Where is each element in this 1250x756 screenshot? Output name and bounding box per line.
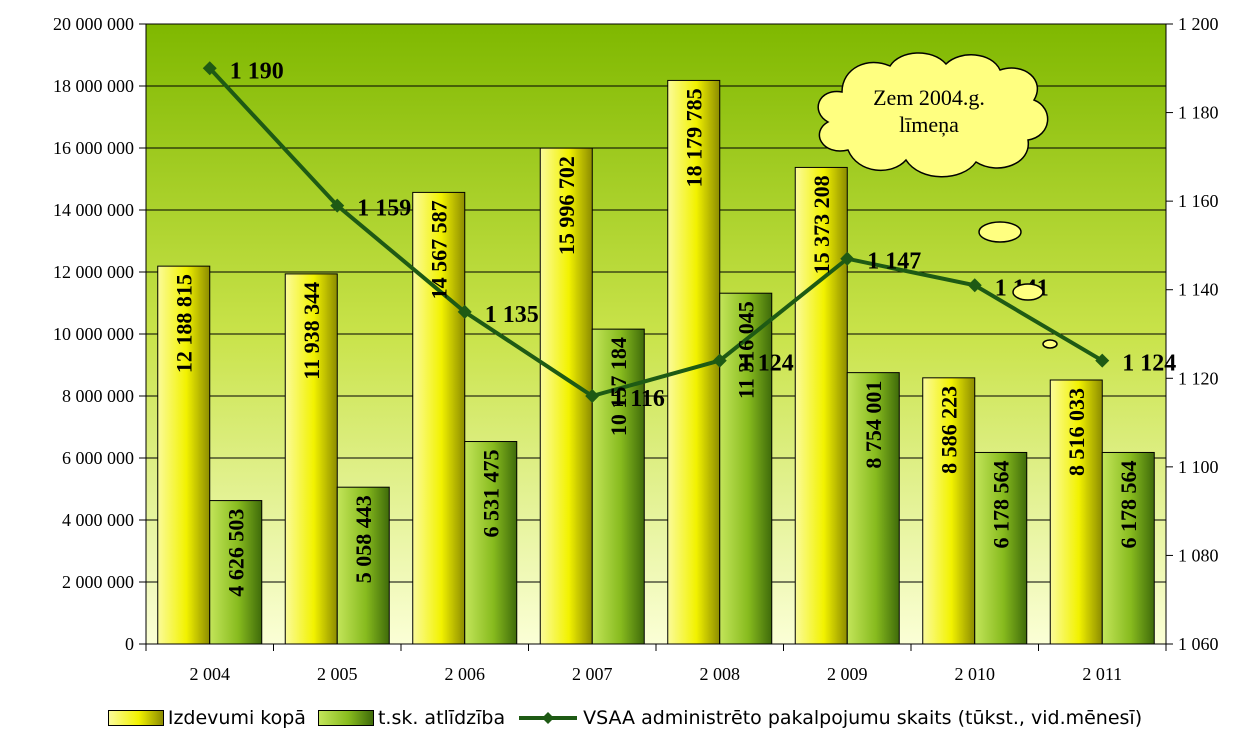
line-vsaa <box>208 66 1104 399</box>
bar-value-label: 14 567 587 <box>427 200 452 299</box>
left-tick-label: 6 000 000 <box>62 448 134 468</box>
left-tick-label: 18 000 000 <box>53 76 134 96</box>
cloud-shape <box>817 52 1049 178</box>
bar-izdevumi <box>539 147 593 645</box>
line-value-label: 1 190 <box>230 58 284 84</box>
axes: 0 2 000 000 4 000 000 6 000 000 8 000 000 10 … <box>53 14 1219 684</box>
left-tick-label: 4 000 000 <box>62 510 134 530</box>
legend-line-marker-icon <box>519 712 578 724</box>
bar-izdevumi <box>284 273 338 645</box>
bar-izdevumi <box>922 377 976 645</box>
bar-value-label: 6 178 564 <box>1116 460 1141 548</box>
bar-value-label: 10 157 184 <box>606 337 631 436</box>
x-tick-label: 2 006 <box>445 664 486 684</box>
legend-label-izdevumi: Izdevumi kopā <box>167 707 306 729</box>
callout-bubble-large <box>978 221 1022 243</box>
x-tick-label: 2 007 <box>572 664 613 684</box>
line-point-marker <box>1095 353 1110 368</box>
line-value-label: 1 159 <box>357 196 411 222</box>
line-value-label: 1 147 <box>867 249 921 275</box>
bar-value-label: 15 996 702 <box>554 156 579 255</box>
bar-izdevumi <box>412 191 466 645</box>
left-tick-label: 2 000 000 <box>62 572 134 592</box>
bar-value-label: 11 938 344 <box>299 282 324 380</box>
bar-value-label: 5 058 443 <box>351 495 376 583</box>
right-tick-label: 1 100 <box>1178 457 1219 477</box>
bar-value-label: 12 188 815 <box>172 274 197 373</box>
line-point-marker <box>967 278 982 293</box>
left-tick-label: 0 <box>125 634 134 654</box>
left-tick-label: 20 000 000 <box>53 14 134 34</box>
legend-item-izdevumi: Izdevumi kopā <box>107 707 306 729</box>
line-point-marker <box>457 304 472 319</box>
bar-value-label: 15 373 208 <box>809 175 834 274</box>
bar-izdevumi <box>157 265 211 645</box>
x-tick-label: 2 009 <box>827 664 868 684</box>
bar-atlidziba <box>209 500 263 645</box>
right-tick-label: 1 120 <box>1178 368 1219 388</box>
left-tick-label: 14 000 000 <box>53 200 134 220</box>
line-point-marker <box>840 251 855 266</box>
right-tick-label: 1 180 <box>1178 103 1219 123</box>
line-point-marker <box>330 198 345 213</box>
bar-izdevumi <box>794 166 848 645</box>
left-tick-label: 8 000 000 <box>62 386 134 406</box>
callout-line-1: Zem 2004.g. <box>873 85 985 110</box>
bar-izdevumi <box>1049 379 1103 645</box>
line-point-marker <box>202 61 217 76</box>
line-value-label: 1 124 <box>740 351 794 377</box>
callout-bubble-small <box>1042 339 1058 349</box>
bar-atlidziba <box>974 451 1028 645</box>
callout-line-2: līmeņa <box>899 112 959 137</box>
bar-value-label: 6 531 475 <box>479 450 504 538</box>
legend-label-vsaa: VSAA administrēto pakalpojumu skaits (tū… <box>583 707 1143 729</box>
x-tick-label: 2 011 <box>1082 664 1122 684</box>
right-tick-label: 1 140 <box>1178 280 1219 300</box>
left-tick-label: 10 000 000 <box>53 324 134 344</box>
data-labels: 12 188 815 11 938 344 14 567 587 15 996 702… <box>172 58 1177 596</box>
line-value-label: 1 116 <box>612 386 665 412</box>
line-point-marker <box>712 353 727 368</box>
line-value-label: 1 124 <box>1122 351 1176 377</box>
callout-cloud: Zem 2004.g. līmeņa <box>817 52 1058 349</box>
left-tick-label: 12 000 000 <box>53 262 134 282</box>
bar-value-label: 4 626 503 <box>224 509 249 597</box>
x-tick-label: 2 010 <box>955 664 996 684</box>
bar-value-label: 6 178 564 <box>989 460 1014 548</box>
right-tick-label: 1 200 <box>1178 14 1219 34</box>
bars <box>157 79 1155 645</box>
bar-atlidziba <box>1101 451 1155 645</box>
bar-value-label: 18 179 785 <box>682 88 707 187</box>
x-tick-label: 2 008 <box>700 664 741 684</box>
legend-item-vsaa: VSAA administrēto pakalpojumu skaits (tū… <box>517 707 1142 729</box>
bar-atlidziba <box>846 372 900 645</box>
legend-swatch-green <box>317 710 374 726</box>
x-tick-label: 2 005 <box>317 664 358 684</box>
line-point-marker <box>585 389 600 403</box>
bar-value-label: 8 586 223 <box>937 386 962 474</box>
bar-atlidziba <box>591 328 645 645</box>
line-series <box>202 61 1110 403</box>
bar-atlidziba <box>336 486 390 645</box>
callout-bubble-medium <box>1012 283 1044 301</box>
right-tick-label: 1 060 <box>1178 634 1219 654</box>
legend-swatch-yellow <box>107 710 164 726</box>
left-tick-label: 16 000 000 <box>53 138 134 158</box>
line-value-label: 1 135 <box>485 302 539 328</box>
x-tick-label: 2 004 <box>190 664 231 684</box>
legend-label-atlidziba: t.sk. atlīdzība <box>377 707 506 729</box>
bar-value-label: 11 316 045 <box>734 301 759 399</box>
right-tick-label: 1 160 <box>1178 191 1219 211</box>
bar-atlidziba <box>464 441 518 645</box>
legend: Izdevumi kopā t.sk. atlīdzība VSAA admin… <box>0 700 1250 736</box>
right-tick-label: 1 080 <box>1178 545 1219 565</box>
bar-value-label: 8 516 033 <box>1064 388 1089 476</box>
bar-value-label: 8 754 001 <box>861 381 886 469</box>
legend-item-atlidziba: t.sk. atlīdzība <box>317 707 506 729</box>
